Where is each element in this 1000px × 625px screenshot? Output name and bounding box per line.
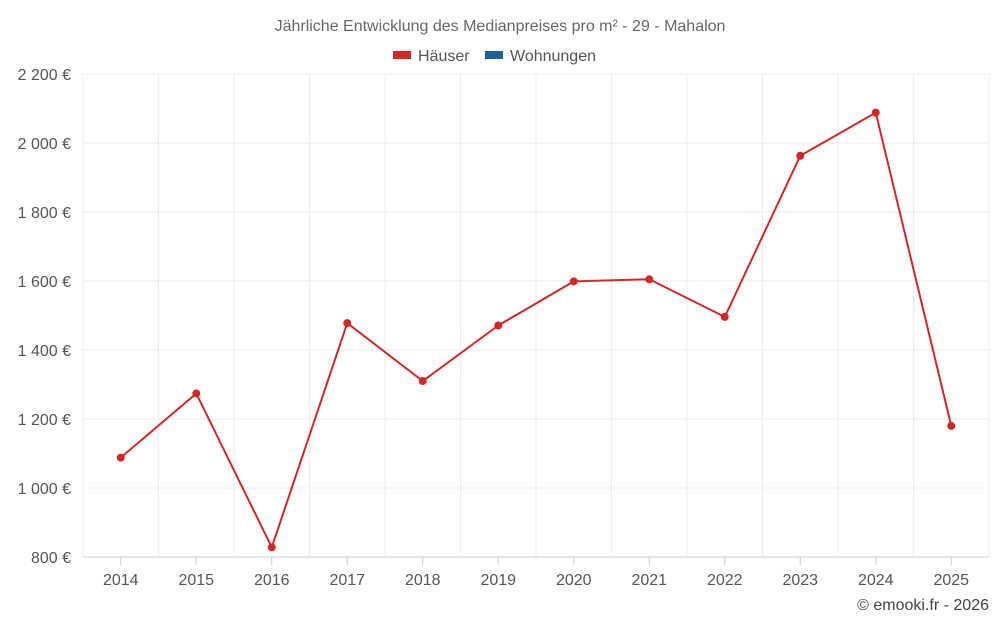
legend-label-wohnungen: Wohnungen — [510, 48, 596, 65]
y-tick-label: 1 800 € — [18, 205, 71, 222]
y-tick-label: 800 € — [31, 550, 71, 567]
x-tick-label: 2019 — [480, 572, 516, 589]
x-tick-label: 2021 — [631, 572, 667, 589]
x-tick-label: 2014 — [103, 572, 139, 589]
data-point-haeuser-2023[interactable] — [796, 151, 805, 160]
legend-swatch-wohnungen — [485, 51, 503, 59]
y-tick-label: 1 400 € — [18, 343, 71, 360]
grid — [82, 73, 990, 557]
x-tick-label: 2020 — [556, 572, 592, 589]
data-point-haeuser-2014[interactable] — [116, 453, 125, 462]
data-point-haeuser-2016[interactable] — [267, 543, 276, 552]
x-tick-label: 2015 — [178, 572, 214, 589]
data-point-haeuser-2025[interactable] — [947, 421, 956, 430]
x-tick-label: 2022 — [707, 572, 743, 589]
data-point-haeuser-2015[interactable] — [192, 389, 201, 398]
data-point-haeuser-2020[interactable] — [569, 277, 578, 286]
x-tick-label: 2018 — [405, 572, 441, 589]
y-tick-label: 2 200 € — [18, 67, 71, 84]
legend-item-wohnungen[interactable]: Wohnungen — [485, 48, 596, 65]
data-point-haeuser-2021[interactable] — [645, 275, 654, 284]
y-tick-label: 1 000 € — [18, 481, 71, 498]
legend: Häuser Wohnungen — [393, 48, 596, 65]
series-line-haeuser — [120, 111, 953, 549]
x-tick-label: 2025 — [933, 572, 969, 589]
data-point-haeuser-2017[interactable] — [343, 319, 352, 328]
x-tick-label: 2017 — [329, 572, 365, 589]
data-point-haeuser-2019[interactable] — [494, 321, 503, 330]
data-point-haeuser-2018[interactable] — [418, 377, 427, 386]
y-tick-label: 2 000 € — [18, 136, 71, 153]
credit-text: © emooki.fr - 2026 — [857, 597, 989, 614]
legend-label-haeuser: Häuser — [418, 48, 470, 65]
data-point-haeuser-2024[interactable] — [871, 108, 880, 117]
x-axis-labels: 2014 2015 2016 2017 2018 2019 2020 2021 2022 2023… — [103, 557, 969, 589]
x-tick-label: 2016 — [254, 572, 290, 589]
series-haeuser — [116, 108, 956, 552]
legend-swatch-haeuser — [393, 51, 411, 59]
legend-item-haeuser[interactable]: Häuser — [393, 48, 470, 65]
x-tick-label: 2023 — [782, 572, 818, 589]
x-tick-label: 2024 — [858, 572, 894, 589]
y-axis-labels: 800 € 1 000 € 1 200 € 1 400 € 1 600 € 1 800 €… — [18, 67, 71, 567]
y-tick-label: 1 600 € — [18, 274, 71, 291]
chart-title: Jährliche Entwicklung des Medianpreises … — [275, 18, 726, 35]
y-tick-label: 1 200 € — [18, 412, 71, 429]
data-point-haeuser-2022[interactable] — [720, 312, 729, 321]
